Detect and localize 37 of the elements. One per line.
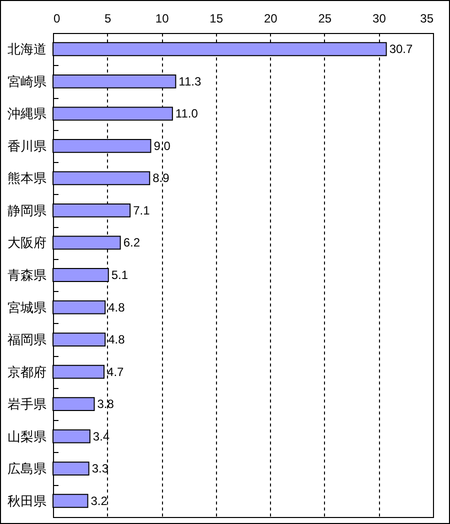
y-tick-label: 宮城県	[8, 300, 46, 315]
data-label: 4.8	[108, 332, 126, 347]
data-label: 4.7	[107, 364, 124, 379]
x-tick-label: 0	[54, 12, 60, 26]
x-tick-label: 15	[210, 12, 224, 26]
x-tick-label: 10	[155, 12, 170, 26]
x-tick-label: 20	[264, 12, 278, 26]
x-tick-label: 25	[318, 12, 332, 26]
y-tick-label: 岩手県	[8, 396, 46, 412]
data-label: 11.3	[178, 74, 202, 88]
data-label: 30.7	[389, 42, 413, 56]
y-tick-label: 京都府	[8, 364, 46, 380]
y-tick-label: 静岡県	[8, 202, 46, 218]
data-label: 5.1	[111, 268, 128, 282]
y-tick-label: 沖縄県	[8, 106, 46, 122]
data-label: 3.8	[97, 397, 114, 412]
y-tick-label: 大阪府	[8, 235, 46, 250]
data-label: 3.3	[92, 462, 109, 476]
x-tick-label: 5	[104, 12, 112, 26]
y-tick-label: 青森県	[8, 268, 46, 282]
data-label: 6.2	[123, 236, 140, 250]
data-label: 4.8	[108, 300, 126, 314]
y-tick-label: 香川県	[8, 138, 46, 154]
y-tick-label: 福岡県	[8, 332, 46, 348]
data-label: 8.9	[152, 171, 170, 186]
data-label: 9.0	[154, 138, 171, 153]
y-tick-label: 北海道	[8, 42, 46, 57]
y-tick-label: 宮崎県	[8, 74, 46, 89]
y-tick-label: 山梨県	[8, 428, 46, 444]
data-label: 3.2	[90, 494, 108, 508]
y-tick-label: 広島県	[8, 461, 46, 476]
x-tick-label: 30	[372, 12, 386, 26]
x-tick-label: 35	[420, 12, 434, 26]
data-label: 11.0	[175, 106, 198, 121]
data-label: 7.1	[133, 203, 150, 218]
y-tick-label: 秋田県	[8, 493, 46, 508]
y-tick-label: 熊本県	[8, 170, 46, 186]
